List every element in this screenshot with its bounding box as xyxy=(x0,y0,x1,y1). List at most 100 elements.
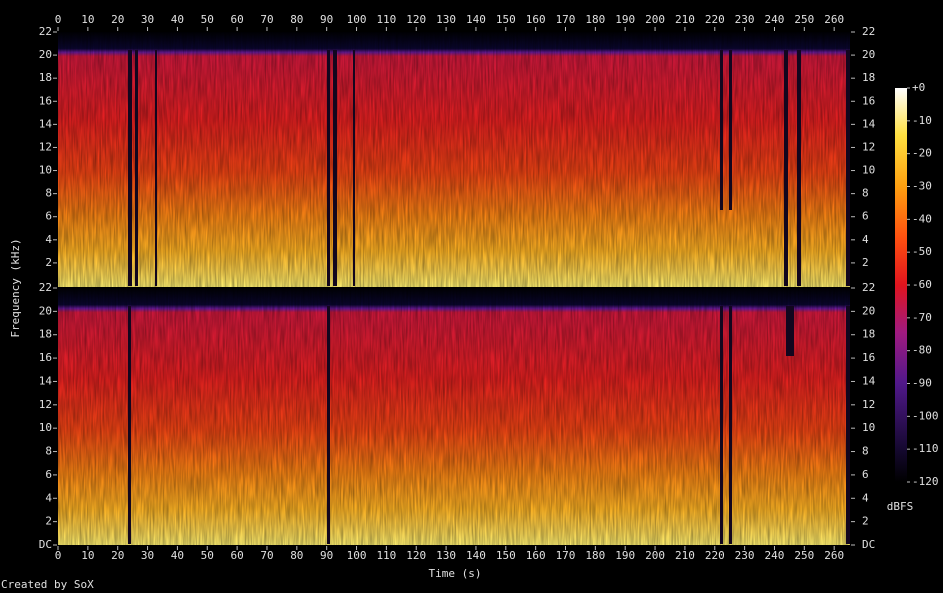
x-tick-label: 180 xyxy=(585,549,605,562)
y-tick-label: 2 xyxy=(45,515,52,528)
spectrogram-area xyxy=(58,32,850,545)
x-tick-label: 260 xyxy=(824,549,844,562)
colorbar-tick-label: -80 xyxy=(912,344,932,357)
x-tick-label: 210 xyxy=(675,13,695,26)
colorbar xyxy=(895,88,907,482)
x-tick-label: 160 xyxy=(526,549,546,562)
y-tick-label: 4 xyxy=(862,491,869,504)
x-tick-label: 20 xyxy=(111,13,124,26)
x-tick-label: 110 xyxy=(376,549,396,562)
colorbar-tick-label: -30 xyxy=(912,180,932,193)
x-tick-label: 200 xyxy=(645,13,665,26)
colorbar-tick-label: -100 xyxy=(912,409,939,422)
x-tick-label: 120 xyxy=(406,549,426,562)
y-tick-label: 14 xyxy=(39,374,53,387)
x-tick-label: 140 xyxy=(466,13,486,26)
y-tick-label: 20 xyxy=(862,304,875,317)
x-tick-label: 250 xyxy=(794,549,814,562)
x-tick-label: 210 xyxy=(675,549,695,562)
colorbar-tick-label: -60 xyxy=(912,278,932,291)
x-tick-label: 40 xyxy=(171,549,184,562)
x-tick-label: 130 xyxy=(436,549,456,562)
y-tick-label: 20 xyxy=(862,48,875,61)
x-tick-label: 10 xyxy=(81,549,94,562)
y-tick-label: 14 xyxy=(862,374,876,387)
colorbar-tick-label: -110 xyxy=(912,442,939,455)
x-tick-label: 140 xyxy=(466,549,486,562)
x-tick-label: 50 xyxy=(201,549,214,562)
x-tick-label: 70 xyxy=(260,13,273,26)
x-tick-label: 120 xyxy=(406,13,426,26)
colorbar-tick-label: -120 xyxy=(912,475,939,488)
x-tick-label: 190 xyxy=(615,549,635,562)
y-tick-label: 10 xyxy=(39,164,52,177)
x-tick-label: 130 xyxy=(436,13,456,26)
colorbar-label: dBFS xyxy=(887,500,914,513)
y-tick-label: 20 xyxy=(39,304,52,317)
y-tick-label: 14 xyxy=(862,117,876,130)
y-tick-label: 12 xyxy=(39,398,52,411)
x-tick-label: 0 xyxy=(55,13,62,26)
y-tick-label: 6 xyxy=(45,210,52,223)
x-tick-label: 60 xyxy=(230,13,243,26)
x-tick-label: 50 xyxy=(201,13,214,26)
x-tick-label: 250 xyxy=(794,13,814,26)
y-tick-label: 6 xyxy=(862,468,869,481)
colorbar-tick-label: +0 xyxy=(912,81,925,94)
y-tick-label: 2 xyxy=(862,256,869,269)
y-tick-label: 12 xyxy=(39,140,52,153)
x-tick-label: 230 xyxy=(735,13,755,26)
colorbar-tick-label: -10 xyxy=(912,114,932,127)
x-tick-label: 10 xyxy=(81,13,94,26)
y-tick-label: 10 xyxy=(862,421,875,434)
y-tick-label: 6 xyxy=(862,210,869,223)
x-tick-label: 20 xyxy=(111,549,124,562)
y-tick-label: 12 xyxy=(862,398,875,411)
y-tick-label: 16 xyxy=(862,351,875,364)
y-tick-label: 8 xyxy=(45,187,52,200)
y-tick-label: 16 xyxy=(862,94,875,107)
x-axis-label: Time (s) xyxy=(429,567,482,580)
x-tick-label: 110 xyxy=(376,13,396,26)
colorbar-tick-label: -90 xyxy=(912,377,932,390)
y-tick-label: 18 xyxy=(862,71,875,84)
x-tick-label: 0 xyxy=(55,549,62,562)
colorbar-tick-label: -70 xyxy=(912,311,932,324)
x-tick-label: 30 xyxy=(141,13,154,26)
footer: Created by SoX xyxy=(1,578,94,591)
colorbar-tick-label: -50 xyxy=(912,245,932,258)
x-tick-label: 160 xyxy=(526,13,546,26)
x-tick-label: 230 xyxy=(735,549,755,562)
y-tick-label: 16 xyxy=(39,94,52,107)
y-tick-label: 22 xyxy=(862,25,875,38)
y-tick-label: 18 xyxy=(39,328,52,341)
y-tick-label: 18 xyxy=(39,71,52,84)
spectrogram-texture xyxy=(58,32,850,545)
quiet-stripes xyxy=(128,50,850,544)
x-tick-label: 220 xyxy=(705,13,725,26)
x-tick-label: 220 xyxy=(705,549,725,562)
x-tick-label: 90 xyxy=(320,13,333,26)
colorbar-tick-label: -20 xyxy=(912,147,932,160)
x-tick-label: 190 xyxy=(615,13,635,26)
y-tick-label: DC xyxy=(862,538,875,551)
colorbar-tick-label: -40 xyxy=(912,212,932,225)
y-tick-label: 18 xyxy=(862,328,875,341)
y-tick-label: 2 xyxy=(862,515,869,528)
x-tick-label: 240 xyxy=(765,13,785,26)
y-tick-label: 8 xyxy=(45,445,52,458)
y-tick-label: 4 xyxy=(45,491,52,504)
y-tick-label: 20 xyxy=(39,48,52,61)
y-tick-label: 22 xyxy=(39,281,52,294)
y-tick-label: 4 xyxy=(862,233,869,246)
y-tick-label: 8 xyxy=(862,445,869,458)
y-tick-label: 8 xyxy=(862,187,869,200)
x-tick-label: 170 xyxy=(556,549,576,562)
y-tick-label: 4 xyxy=(45,233,52,246)
y-tick-label: 22 xyxy=(862,281,875,294)
y-tick-label: DC xyxy=(39,538,52,551)
y-tick-label: 22 xyxy=(39,25,52,38)
x-tick-label: 100 xyxy=(347,13,367,26)
y-tick-label: 16 xyxy=(39,351,52,364)
